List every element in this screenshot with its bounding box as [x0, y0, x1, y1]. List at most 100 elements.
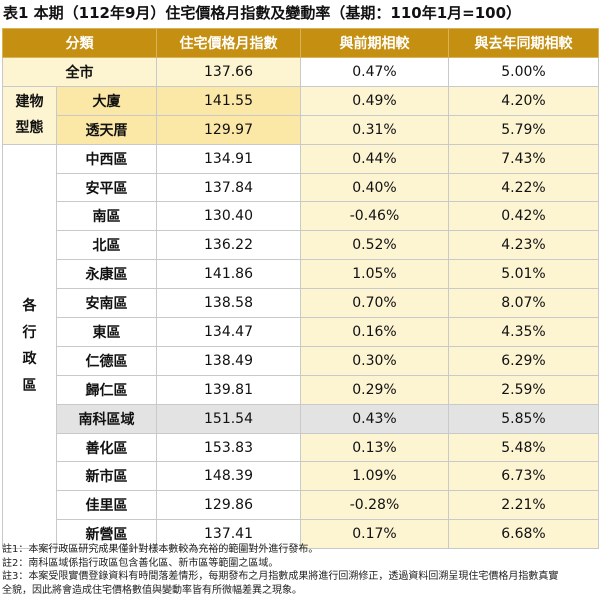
row-index: 141.55	[156, 85, 301, 116]
row-index: 151.54	[156, 403, 301, 434]
row-index: 153.83	[156, 432, 301, 463]
city-label: 全市	[2, 57, 157, 87]
table-row: 仁德區 138.49 0.30% 6.29%	[3, 345, 599, 376]
table-row: 南科區域 151.54 0.43% 5.85%	[3, 403, 599, 434]
header-index: 住宅價格月指數	[156, 28, 301, 58]
row-yoy: 4.22%	[448, 172, 599, 203]
footnote-3-continued: 全貌，因此將會造成住宅價格數值與變動率皆有所微幅差異之現象。	[2, 584, 302, 596]
row-label: 安平區	[56, 172, 157, 203]
header-yoy: 與去年同期相較	[448, 28, 599, 58]
row-mom: 1.05%	[300, 259, 449, 290]
row-index: 129.97	[156, 114, 301, 145]
city-yoy: 5.00%	[448, 57, 599, 87]
table-row: 佳里區 129.86 -0.28% 2.21%	[3, 490, 599, 521]
footnote-2: 註2：南科區域係指行政區包含善化區、新市區等範圍之區域。	[2, 557, 279, 569]
row-label: 歸仁區	[56, 374, 157, 405]
district-group-label-char: 各	[22, 298, 37, 315]
header-mom: 與前期相較	[300, 28, 449, 58]
building-type-group-label: 建物 型態	[2, 85, 57, 145]
table-row: 歸仁區 139.81 0.29% 2.59%	[3, 374, 599, 405]
row-index: 134.47	[156, 317, 301, 347]
table-row: 永康區 141.86 1.05% 5.01%	[3, 259, 599, 290]
row-label: 中西區	[56, 143, 157, 174]
row-index: 134.91	[156, 143, 301, 174]
row-mom: 0.13%	[300, 432, 449, 463]
row-label: 東區	[56, 317, 157, 347]
row-mom: -0.46%	[300, 201, 449, 232]
row-yoy: 5.79%	[448, 114, 599, 145]
row-index: 129.86	[156, 490, 301, 521]
city-row: 全市 137.66 0.47% 5.00%	[2, 57, 599, 87]
price-index-table: 分類 住宅價格月指數 與前期相較 與去年同期相較 全市 137.66 0.47%…	[2, 28, 599, 550]
row-mom: 0.49%	[300, 85, 449, 116]
table-row: 北區 136.22 0.52% 4.23%	[3, 230, 599, 261]
row-label: 南科區域	[56, 403, 157, 434]
row-index: 139.81	[156, 374, 301, 405]
district-rows: 各行政區中西區 134.91 0.44% 7.43% 安平區 137.84 0.40% 4.2…	[2, 143, 599, 550]
row-mom: 1.09%	[300, 461, 449, 492]
row-label: 南區	[56, 201, 157, 232]
row-yoy: 8.07%	[448, 288, 599, 319]
row-mom: 0.31%	[300, 114, 449, 145]
footnote-3: 註3：本案受限實價登錄資料有時間落差情形，每期發布之月指數成果將進行回溯修正，透…	[2, 571, 559, 582]
row-yoy: 6.68%	[448, 519, 599, 550]
row-label: 新營區	[56, 519, 157, 550]
district-group-label-char: 區	[22, 378, 37, 394]
row-mom: -0.28%	[300, 490, 449, 521]
footnote-1: 註1：本案行政區研究成果僅針對樣本數較為充裕的範圍對外進行發布。	[2, 544, 319, 555]
city-index: 137.66	[156, 57, 301, 87]
row-yoy: 4.23%	[448, 230, 599, 261]
row-label: 仁德區	[56, 345, 157, 376]
row-yoy: 4.20%	[448, 85, 599, 116]
row-index: 148.39	[156, 461, 301, 492]
row-index: 137.84	[156, 172, 301, 203]
table-row: 東區 134.47 0.16% 4.35%	[3, 317, 599, 347]
district-group-label-char: 政	[22, 351, 37, 368]
table-header-row: 分類 住宅價格月指數 與前期相較 與去年同期相較	[2, 28, 599, 58]
row-label: 新市區	[56, 461, 157, 492]
row-mom: 0.43%	[300, 403, 449, 434]
district-group-label: 各行政區	[2, 143, 57, 550]
table-row: 透天厝 129.97 0.31% 5.79%	[3, 114, 599, 145]
building-type-label-line2: 型態	[15, 120, 44, 137]
table-row: 建物 型態 大廈 141.55 0.49% 4.20%	[2, 85, 599, 145]
row-label: 大廈	[56, 85, 157, 116]
row-mom: 0.40%	[300, 172, 449, 203]
table-row: 安南區 138.58 0.70% 8.07%	[3, 288, 599, 319]
row-label: 安南區	[56, 288, 157, 319]
table-row: 新營區 137.41 0.17% 6.68%	[3, 519, 599, 550]
building-type-label-line1: 建物	[15, 93, 44, 110]
city-mom: 0.47%	[300, 57, 449, 87]
row-label: 佳里區	[56, 490, 157, 521]
row-yoy: 6.73%	[448, 461, 599, 492]
row-mom: 0.17%	[300, 519, 449, 550]
row-yoy: 6.29%	[448, 345, 599, 376]
table-title: 表1 本期（112年9月）住宅價格月指數及變動率（基期：110年1月=100）	[3, 4, 522, 22]
row-label: 永康區	[56, 259, 157, 290]
row-index: 141.86	[156, 259, 301, 290]
table-row: 善化區 153.83 0.13% 5.48%	[3, 432, 599, 463]
table-row: 新市區 148.39 1.09% 6.73%	[3, 461, 599, 492]
row-mom: 0.52%	[300, 230, 449, 261]
row-mom: 0.29%	[300, 374, 449, 405]
row-index: 138.49	[156, 345, 301, 376]
table-row: 南區 130.40 -0.46% 0.42%	[3, 201, 599, 232]
row-yoy: 2.59%	[448, 374, 599, 405]
row-index: 136.22	[156, 230, 301, 261]
row-yoy: 5.48%	[448, 432, 599, 463]
row-mom: 0.30%	[300, 345, 449, 376]
row-mom: 0.16%	[300, 317, 449, 347]
row-label: 透天厝	[56, 114, 157, 145]
row-yoy: 7.43%	[448, 143, 599, 174]
row-label: 善化區	[56, 432, 157, 463]
table-row: 各行政區中西區 134.91 0.44% 7.43%	[2, 143, 599, 550]
row-label: 北區	[56, 230, 157, 261]
row-yoy: 5.85%	[448, 403, 599, 434]
row-yoy: 2.21%	[448, 490, 599, 521]
table-row: 安平區 137.84 0.40% 4.22%	[3, 172, 599, 203]
header-category: 分類	[2, 28, 157, 58]
row-mom: 0.44%	[300, 143, 449, 174]
footnotes: 註1：本案行政區研究成果僅針對樣本數較為充裕的範圍對外進行發布。 註2：南科區域…	[2, 543, 598, 597]
row-index: 138.58	[156, 288, 301, 319]
row-yoy: 5.01%	[448, 259, 599, 290]
